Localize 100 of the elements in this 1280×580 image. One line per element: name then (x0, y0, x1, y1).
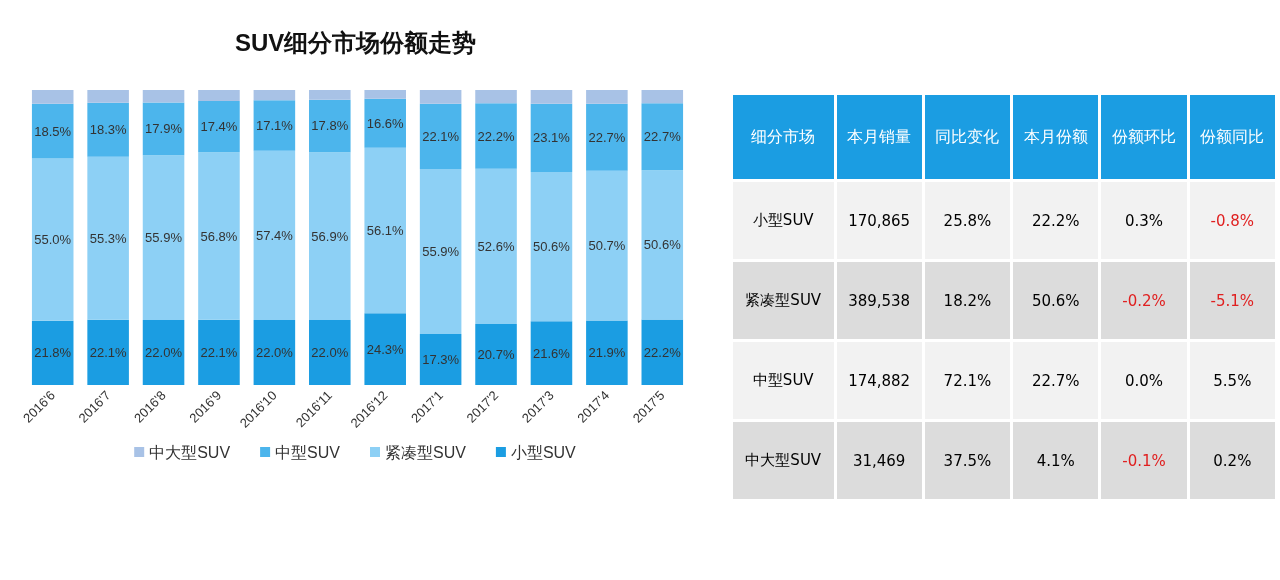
data-label: 17.4% (200, 119, 238, 135)
bar (87, 156, 129, 320)
bar (142, 320, 185, 385)
data-label: -0.2% (1101, 262, 1187, 340)
data-label: 389,538 (836, 262, 922, 340)
legend-label: 中型SUV (275, 443, 341, 461)
data-label: 25.8% (924, 182, 1011, 260)
bar (253, 90, 296, 101)
bar (198, 319, 240, 385)
text: 份额环比 (1101, 95, 1187, 180)
data-label: 170,865 (836, 182, 922, 260)
bar (87, 90, 129, 103)
data-label: 17.1% (255, 118, 294, 134)
legend-label: 紧凑型SUV (385, 443, 467, 461)
data-label: 22.1% (200, 344, 238, 360)
bar (31, 90, 74, 104)
data-label: 22.0% (311, 345, 349, 361)
data-label: 37.5% (924, 422, 1011, 499)
bar (142, 90, 185, 103)
data-label: 50.6% (533, 239, 571, 255)
data-label: 22.2% (477, 128, 515, 144)
bar (586, 103, 628, 171)
data-label: 5.5% (1189, 342, 1275, 420)
data-label: 20.7% (477, 346, 515, 362)
data-label: 22.2% (643, 344, 682, 360)
text: 份额同比 (1189, 95, 1275, 180)
data-label: 16.6% (366, 115, 405, 131)
data-label: 52.6% (477, 238, 515, 254)
legend-label: 小型SUV (510, 443, 577, 461)
data-label: 0.0% (1101, 342, 1187, 420)
data-label: 17.9% (145, 121, 183, 137)
bar (309, 320, 351, 385)
data-label: 55.9% (145, 230, 183, 246)
bar (641, 90, 684, 104)
data-label: 21.8% (34, 345, 72, 361)
data-label: 22.1% (89, 344, 127, 360)
data-label: 72.1% (924, 342, 1011, 420)
bar (87, 102, 129, 157)
data-label: 55.0% (34, 232, 72, 248)
data-label: 0.2% (1189, 422, 1275, 499)
data-label: 21.9% (588, 345, 626, 361)
bar (253, 150, 296, 321)
category-label: 中大型SUV (733, 422, 834, 499)
bar (364, 98, 406, 148)
bar (309, 99, 351, 153)
data-label: 56.1% (366, 223, 405, 239)
bar (641, 319, 684, 385)
data-label: 31,469 (836, 422, 922, 499)
bar (641, 103, 684, 171)
data-label: 50.7% (588, 238, 626, 254)
data-label: 23.1% (533, 130, 571, 146)
bar (198, 100, 240, 153)
bar (419, 90, 462, 104)
category-label: 中型SUV (733, 342, 834, 420)
data-label: -0.1% (1101, 422, 1187, 499)
data-label: 17.8% (311, 118, 349, 134)
bar (309, 152, 351, 321)
bar (253, 320, 296, 385)
bar (475, 323, 517, 385)
bar (475, 90, 517, 104)
data-label: 174,882 (836, 342, 922, 420)
legend-label: 中大型SUV (149, 443, 231, 461)
bar (475, 103, 517, 169)
bar (419, 333, 462, 385)
data-label: 50.6% (1013, 262, 1099, 340)
data-label: 18.5% (34, 123, 72, 139)
data-label: 17.3% (422, 351, 460, 367)
data-label: 21.6% (533, 345, 571, 361)
data-label: 24.3% (366, 341, 405, 357)
data-label: 22.7% (1013, 342, 1099, 420)
bar (475, 168, 517, 324)
bar (530, 321, 573, 385)
bar (586, 90, 628, 104)
data-label: 4.1% (1013, 422, 1099, 499)
bar (142, 102, 185, 156)
bar (530, 172, 573, 322)
data-label: 0.3% (1101, 182, 1187, 260)
text: 同比变化 (924, 95, 1011, 180)
bar (530, 103, 573, 173)
data-label: 22.7% (643, 129, 682, 145)
data-label: 18.2% (924, 262, 1011, 340)
category-label: 紧凑型SUV (733, 262, 834, 340)
bar (586, 170, 628, 321)
data-label: 18.3% (89, 122, 127, 138)
category-label: 小型SUV (733, 182, 834, 260)
text: 本月份额 (1013, 95, 1099, 180)
data-label: 56.8% (200, 228, 238, 244)
data-label: 22.1% (422, 128, 460, 144)
bar (364, 90, 406, 99)
data-label: 22.0% (255, 345, 294, 361)
bar (31, 320, 74, 385)
bar (309, 90, 351, 100)
data-label: 22.7% (588, 129, 626, 145)
data-label: 55.3% (89, 230, 127, 246)
bar (31, 158, 74, 321)
bar (87, 319, 129, 385)
data-label: 22.0% (145, 345, 183, 361)
bar (253, 100, 296, 151)
text: 本月销量 (836, 95, 922, 180)
data-label: 50.6% (643, 237, 682, 253)
